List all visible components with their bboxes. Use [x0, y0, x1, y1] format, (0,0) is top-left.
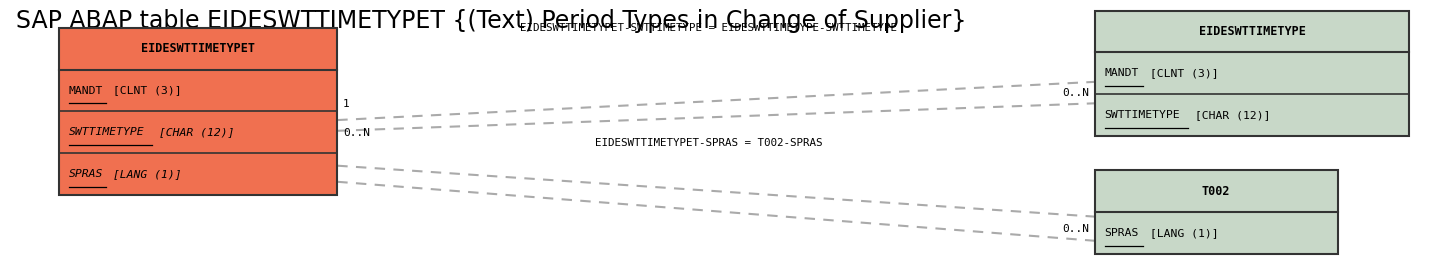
Text: [LANG (1)]: [LANG (1)] — [106, 169, 182, 179]
Text: MANDT: MANDT — [69, 86, 103, 96]
Bar — [59, 28, 338, 70]
Text: EIDESWTTIMETYPET: EIDESWTTIMETYPET — [140, 43, 255, 56]
Text: MANDT: MANDT — [1104, 68, 1138, 78]
Bar — [1094, 52, 1409, 94]
Text: [CHAR (12)]: [CHAR (12)] — [1189, 110, 1270, 120]
Bar — [59, 153, 338, 195]
Text: 0..N: 0..N — [344, 128, 369, 138]
Text: SWTTIMETYPE: SWTTIMETYPE — [1104, 110, 1180, 120]
Text: [CLNT (3)]: [CLNT (3)] — [1143, 68, 1219, 78]
Bar — [1094, 212, 1337, 253]
Bar — [59, 70, 338, 111]
Text: [CHAR (12)]: [CHAR (12)] — [152, 127, 235, 137]
Text: T002: T002 — [1201, 185, 1230, 198]
Bar — [1094, 170, 1337, 212]
Bar — [1094, 11, 1409, 52]
Text: SWTTIMETYPE: SWTTIMETYPE — [69, 127, 145, 137]
Bar — [59, 28, 338, 195]
Text: [LANG (1)]: [LANG (1)] — [1143, 228, 1219, 238]
Bar — [1094, 11, 1409, 136]
Text: EIDESWTTIMETYPET-SWTTIMETYPE = EIDESWTTIMETYPE-SWTTIMETYPE: EIDESWTTIMETYPET-SWTTIMETYPE = EIDESWTTI… — [520, 23, 898, 33]
Text: 1: 1 — [344, 99, 349, 109]
Bar — [1094, 94, 1409, 136]
Text: EIDESWTTIMETYPET-SPRAS = T002-SPRAS: EIDESWTTIMETYPET-SPRAS = T002-SPRAS — [596, 138, 822, 148]
Text: SPRAS: SPRAS — [1104, 228, 1138, 238]
Text: 0..N: 0..N — [1063, 88, 1088, 98]
Text: [CLNT (3)]: [CLNT (3)] — [106, 86, 182, 96]
Text: SPRAS: SPRAS — [69, 169, 103, 179]
Bar — [59, 111, 338, 153]
Bar — [1094, 170, 1337, 253]
Text: EIDESWTTIMETYPE: EIDESWTTIMETYPE — [1199, 25, 1306, 38]
Text: 0..N: 0..N — [1063, 224, 1088, 234]
Text: SAP ABAP table EIDESWTTIMETYPET {(Text) Period Types in Change of Supplier}: SAP ABAP table EIDESWTTIMETYPET {(Text) … — [16, 9, 967, 33]
